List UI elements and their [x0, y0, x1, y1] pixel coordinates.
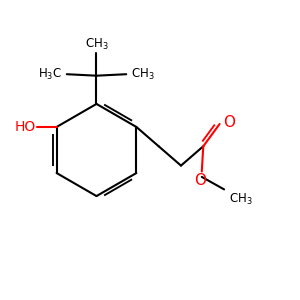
Text: CH$_3$: CH$_3$: [131, 67, 154, 82]
Text: H$_3$C: H$_3$C: [38, 67, 62, 82]
Text: CH$_3$: CH$_3$: [229, 192, 252, 208]
Text: O: O: [223, 115, 235, 130]
Text: O: O: [194, 173, 206, 188]
Text: HO: HO: [14, 120, 36, 134]
Text: CH$_3$: CH$_3$: [85, 37, 108, 52]
